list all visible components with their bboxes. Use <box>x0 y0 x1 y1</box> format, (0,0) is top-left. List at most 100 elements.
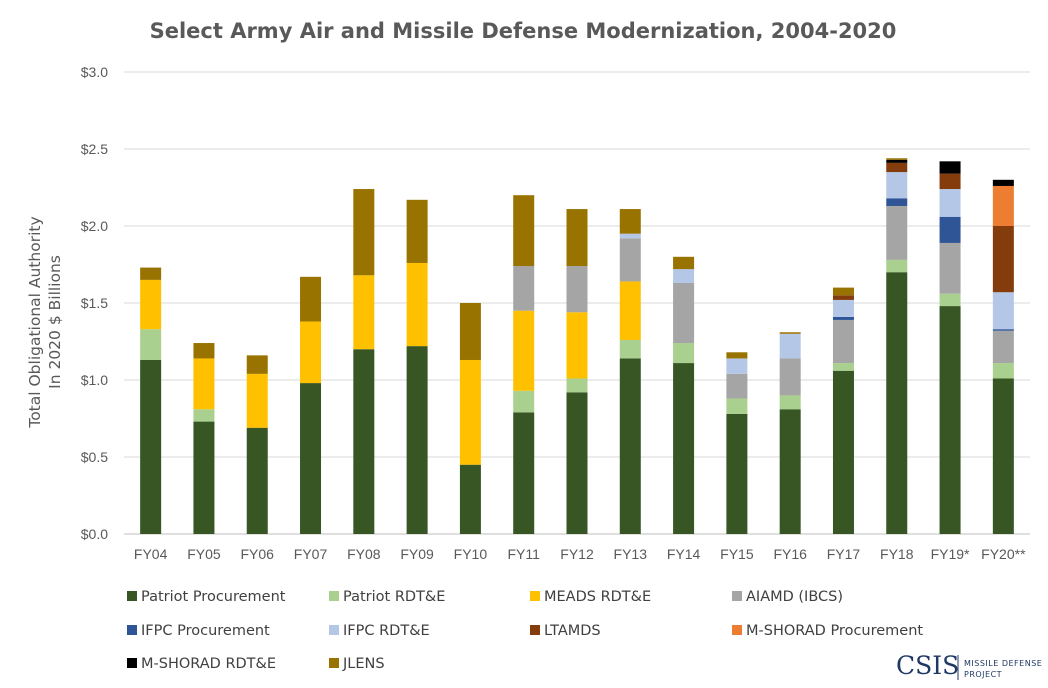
bar-segment <box>300 321 322 384</box>
legend-swatch <box>329 658 339 668</box>
legend-swatch <box>732 625 742 635</box>
legend-swatch <box>732 591 742 601</box>
chart-title: Select Army Air and Missile Defense Mode… <box>150 19 897 43</box>
bar-segment <box>886 159 908 163</box>
bar-segment <box>939 242 961 294</box>
x-tick-label: FY13 <box>614 546 648 562</box>
x-tick-label: FY11 <box>507 546 540 562</box>
bar-segment <box>459 464 481 534</box>
bar-segment <box>992 226 1014 293</box>
bar-segment <box>406 199 428 263</box>
bar-segment <box>566 378 588 393</box>
x-tick-label: FY18 <box>880 546 914 562</box>
bar-segment <box>566 266 588 313</box>
legend-swatch <box>329 591 339 601</box>
bar-segment <box>513 390 535 413</box>
bar-segment <box>619 358 641 534</box>
bar-segment <box>246 355 268 374</box>
bar-segment <box>619 238 641 282</box>
bar-segment <box>832 370 854 534</box>
bar-segment <box>939 189 961 217</box>
x-tick-label: FY08 <box>347 546 381 562</box>
legend-label: LTAMDS <box>544 623 601 639</box>
bar-segment <box>406 262 428 347</box>
bar-segment <box>939 216 961 243</box>
x-tick-label: FY10 <box>454 546 488 562</box>
x-tick-label: FY12 <box>560 546 594 562</box>
y-tick-label: $1.0 <box>81 372 108 388</box>
bar-segment <box>939 161 961 174</box>
bar-segment <box>886 205 908 260</box>
bar-segment <box>140 359 162 534</box>
bar-segment <box>992 185 1014 226</box>
y-tick-label: $3.0 <box>81 64 108 80</box>
x-tick-label: FY09 <box>400 546 434 562</box>
bar-segment <box>939 306 961 534</box>
bar-segment <box>619 281 641 340</box>
bar-segment <box>939 293 961 307</box>
bar-segment <box>193 421 215 534</box>
bar-segment <box>193 358 215 410</box>
bar-segment <box>779 358 801 396</box>
legend-label: AIAMD (IBCS) <box>746 589 843 605</box>
y-tick-labels: $0.0 $0.5 $1.0 $1.5 $2.0 $2.5 $3.0 <box>81 64 108 542</box>
bars <box>140 158 1014 534</box>
bar-segment <box>619 209 641 234</box>
logo-sub-line1: MISSILE DEFENSE <box>964 659 1042 668</box>
bar-segment <box>566 209 588 267</box>
logo-sub-line2: PROJECT <box>964 670 1002 679</box>
bar-segment <box>726 398 748 414</box>
bar-segment <box>726 373 748 399</box>
csis-logo: CSIS MISSILE DEFENSE PROJECT <box>896 651 1042 680</box>
bar-segment <box>886 172 908 199</box>
x-tick-label: FY05 <box>187 546 221 562</box>
x-tick-label: FY06 <box>241 546 275 562</box>
x-tick-label: FY04 <box>134 546 168 562</box>
bar-segment <box>673 256 695 270</box>
y-axis-label-line2: In 2020 $ Billions <box>46 255 64 389</box>
legend-label: M-SHORAD Procurement <box>746 623 923 639</box>
legend-swatch <box>530 625 540 635</box>
bar-segment <box>779 332 801 334</box>
bar-segment <box>566 392 588 534</box>
bar-segment <box>673 269 695 283</box>
y-tick-label: $0.5 <box>81 449 108 465</box>
bar-segment <box>619 339 641 359</box>
bar-segment <box>992 179 1014 186</box>
bar-segment <box>886 272 908 534</box>
legend-label: Patriot Procurement <box>141 589 286 605</box>
bar-segment <box>886 198 908 206</box>
bar-segment <box>513 266 535 311</box>
bar-segment <box>193 343 215 359</box>
bar-segment <box>992 363 1014 379</box>
bar-segment <box>140 267 162 280</box>
bar-segment <box>246 373 268 428</box>
bar-segment <box>886 158 908 160</box>
bar-segment <box>140 329 162 360</box>
legend-swatch <box>329 625 339 635</box>
bar-segment <box>939 173 961 190</box>
bar-segment <box>459 303 481 360</box>
bar-segment <box>832 363 854 371</box>
bar-segment <box>406 346 428 534</box>
bar-segment <box>726 358 748 374</box>
bar-segment <box>832 316 854 320</box>
legend-label: IFPC RDT&E <box>343 623 430 639</box>
bar-segment <box>726 352 748 359</box>
x-tick-label: FY15 <box>720 546 754 562</box>
legend-label: M-SHORAD RDT&E <box>141 656 276 672</box>
legend-swatch <box>127 625 137 635</box>
x-tick-label: FY17 <box>827 546 861 562</box>
x-tick-labels: FY04 FY05 FY06 FY07 FY08 FY09 FY10 FY11 FY12 FY13… <box>134 546 1026 562</box>
bar-segment <box>353 349 375 534</box>
x-tick-label: FY07 <box>294 546 328 562</box>
bar-segment <box>193 409 215 422</box>
bar-segment <box>992 330 1014 364</box>
y-tick-label: $2.0 <box>81 218 108 234</box>
legend-swatch <box>127 591 137 601</box>
bar-segment <box>300 383 322 534</box>
bar-segment <box>779 409 801 534</box>
bar-segment <box>246 427 268 534</box>
bar-segment <box>779 395 801 410</box>
